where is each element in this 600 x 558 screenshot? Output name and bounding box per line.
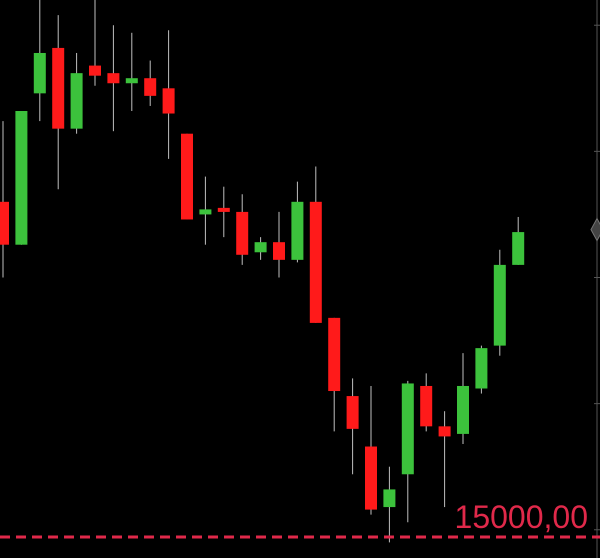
candle-body-bearish <box>328 317 341 392</box>
candle <box>401 380 414 523</box>
candle <box>217 186 230 238</box>
candle-body-bearish <box>309 201 322 323</box>
candles <box>0 0 525 543</box>
current-price-marker[interactable] <box>590 217 600 242</box>
candle <box>199 176 212 245</box>
candle <box>107 25 120 132</box>
candle-body-bullish <box>254 242 267 253</box>
candle <box>475 345 488 394</box>
candle <box>70 52 83 134</box>
candle-body-bullish <box>493 264 506 346</box>
candle-body-bullish <box>125 78 138 84</box>
candle-body-bullish <box>15 111 28 245</box>
candle <box>328 317 341 432</box>
candle-body-bullish <box>457 385 469 434</box>
candle-body-bullish <box>199 209 212 215</box>
candle <box>89 0 101 86</box>
candle-body-bearish <box>52 47 65 129</box>
candle <box>15 111 28 245</box>
candle <box>512 216 525 265</box>
candle <box>365 385 377 515</box>
candle <box>236 194 249 265</box>
candle <box>383 466 396 543</box>
candle-body-bearish <box>181 133 193 220</box>
candle <box>309 166 322 323</box>
candle <box>181 133 193 220</box>
candle-body-bearish <box>273 242 285 260</box>
candle-body-bearish <box>0 201 9 245</box>
candle-body-bearish <box>107 73 120 84</box>
candle <box>254 237 267 260</box>
candle-body-bearish <box>346 396 359 429</box>
candle-body-bullish <box>33 52 46 94</box>
candle-body-bearish <box>144 78 157 96</box>
candle-body-bullish <box>383 489 396 508</box>
candle <box>0 121 9 278</box>
candle <box>52 15 65 190</box>
candle <box>420 373 433 432</box>
candle <box>144 60 157 106</box>
candle-body-bullish <box>475 348 488 389</box>
candle <box>125 32 138 111</box>
candle <box>273 211 285 278</box>
candle <box>162 30 175 159</box>
candle <box>33 0 46 122</box>
candle <box>291 181 304 263</box>
candle <box>438 411 451 508</box>
price-level-label: 15000,00 <box>455 499 588 535</box>
candle-body-bearish <box>89 65 101 76</box>
candle-body-bearish <box>365 446 377 510</box>
candle-body-bearish <box>217 207 230 212</box>
candle-body-bullish <box>291 201 304 260</box>
candle-body-bearish <box>420 385 433 427</box>
candle-body-bullish <box>512 232 525 265</box>
candle-body-bearish <box>438 426 451 437</box>
candle-body-bullish <box>401 383 414 475</box>
candle <box>346 378 359 475</box>
candle-body-bearish <box>236 211 249 255</box>
candle <box>493 249 506 356</box>
candle-body-bullish <box>70 73 83 129</box>
candle-body-bearish <box>162 88 175 114</box>
candle <box>457 353 469 444</box>
price-axis <box>594 0 600 558</box>
